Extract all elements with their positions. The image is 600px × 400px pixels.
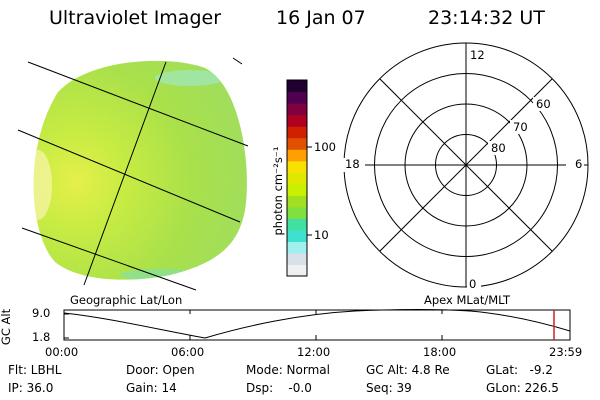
colorbar-band [287,229,307,243]
info-dsp: Dsp: -0.0 [246,381,312,395]
info-mode: Mode: Normal [246,363,330,377]
colorbar-band [287,172,307,185]
polar-label-backgrounds [339,48,584,291]
info-ip: IP: 36.0 [8,381,54,395]
colorbar-band [287,218,307,231]
colorbar-band [287,264,307,277]
mlat-label-60: 60 [536,97,551,111]
info-filter: Flt: LBHL [8,363,62,377]
mlt-label-0: 0 [469,277,477,291]
info-gain: Gain: 14 [126,381,177,395]
altitude-ylabel: GC Alt [0,308,14,346]
mlt-label-18: 18 [345,157,360,171]
mlat-label-70: 70 [513,120,528,134]
geographic-grid [17,57,249,291]
info-door: Door: Open [126,363,195,377]
observation-time: 23:14:32 UT [428,7,545,29]
altitude-xtick-2359: 23:59 [549,345,583,359]
colorbar-unit-label: photon cm⁻²s⁻¹ [271,146,285,236]
colorbar-band [287,195,307,208]
altitude-ytick-min: 1.8 [32,330,51,344]
colorbar-band [287,91,307,104]
polar-plot [343,42,589,288]
mlt-label-6: 6 [575,157,583,171]
colorbar-band [287,114,307,127]
colorbar-band [287,103,307,116]
mlt-label-12: 12 [470,48,485,62]
colorbar-tick-10: 10 [314,228,329,242]
info-glat: GLat: -9.2 [486,363,553,377]
colorbar-band [287,160,307,173]
colorbar-tick-100: 100 [314,140,336,154]
colorbar [286,79,312,277]
colorbar-band [287,183,307,196]
colorbar-band [287,206,307,219]
info-seq: Seq: 39 [366,381,412,395]
altitude-xtick-1200: 12:00 [297,345,331,359]
colorbar-band [287,149,307,162]
colorbar-band [287,126,307,139]
altitude-xtick-0600: 06:00 [171,345,205,359]
image-caption: Geographic Lat/Lon [70,293,183,307]
altitude-ytick-max: 9.0 [32,306,51,320]
colorbar-band [287,252,307,266]
altitude-xtick-1800: 18:00 [423,345,457,359]
colorbar-band [287,80,307,93]
altitude-plot [63,309,571,341]
polar-caption: Apex MLat/MLT [424,293,511,307]
instrument-title: Ultraviolet Imager [49,7,222,29]
info-gc-alt: GC Alt: 4.8 Re [366,363,450,377]
info-glon: GLon: 226.5 [486,381,559,395]
colorbar-band [287,241,307,254]
observation-date: 16 Jan 07 [276,7,366,29]
colorbar-band [287,137,307,150]
mlat-label-80: 80 [491,141,506,155]
uv-image [17,57,249,291]
altitude-xtick-0000: 00:00 [45,345,79,359]
